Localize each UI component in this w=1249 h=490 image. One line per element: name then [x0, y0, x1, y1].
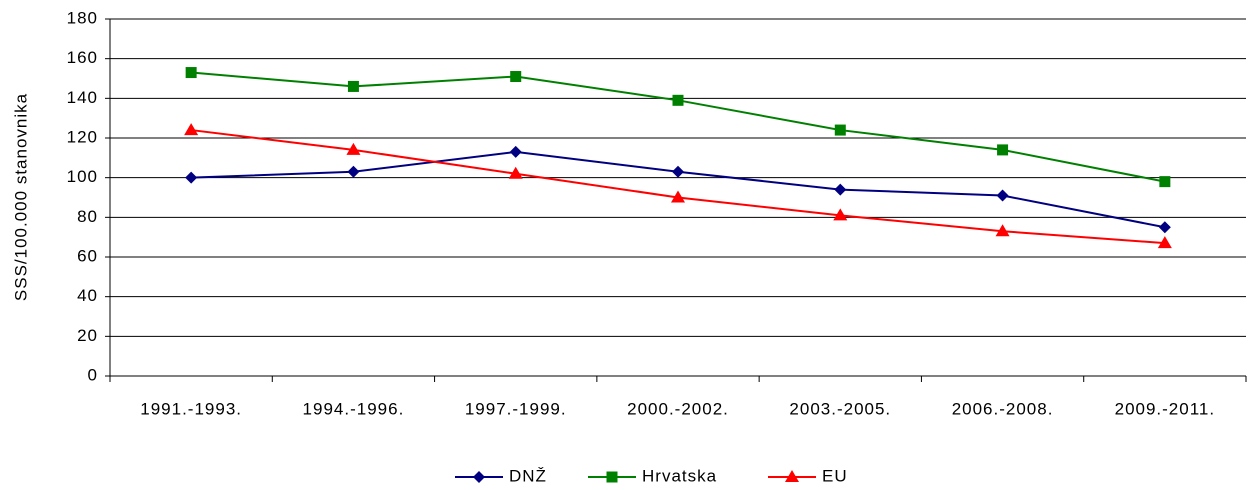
x-tick-label: 2006.-2008. — [952, 399, 1054, 418]
marker — [672, 165, 684, 178]
marker — [1158, 221, 1171, 234]
x-tick-label: 1997.-1999. — [465, 399, 567, 418]
marker — [473, 471, 485, 483]
marker — [995, 224, 1010, 237]
x-tick-label: 2003.-2005. — [789, 399, 891, 418]
marker — [996, 189, 1009, 202]
marker — [834, 183, 847, 196]
x-tick-label: 1991.-1993. — [140, 399, 242, 418]
marker — [509, 145, 522, 158]
marker — [834, 124, 846, 136]
y-tick-label: 140 — [67, 88, 98, 107]
legend-label: DNŽ — [509, 466, 547, 485]
y-tick-label: 160 — [67, 48, 98, 67]
y-tick-label: 60 — [77, 246, 98, 265]
marker — [346, 142, 361, 155]
series-line — [191, 71, 1166, 183]
marker — [833, 208, 848, 221]
legend-label: EU — [822, 466, 848, 485]
series-line — [191, 150, 1166, 229]
y-tick-label: 20 — [77, 326, 98, 345]
x-tick-label: 2009.-2011. — [1115, 399, 1215, 418]
marker — [671, 190, 685, 203]
marker — [508, 166, 523, 179]
marker — [672, 94, 684, 106]
y-tick-label: 0 — [88, 365, 98, 384]
legend-label: Hrvatska — [642, 466, 717, 485]
y-tick-label: 180 — [67, 8, 98, 27]
y-tick-label: 80 — [77, 207, 98, 226]
y-tick-label: 100 — [67, 167, 98, 186]
marker — [1159, 176, 1171, 188]
marker — [997, 144, 1009, 156]
marker — [347, 165, 360, 178]
marker — [347, 80, 359, 92]
x-tick-label: 2000.-2002. — [627, 399, 729, 418]
marker — [510, 71, 522, 83]
marker — [1157, 236, 1172, 249]
series-line — [191, 129, 1165, 245]
marker — [785, 470, 799, 482]
y-tick-label: 120 — [67, 127, 98, 146]
y-tick-label: 40 — [77, 286, 98, 305]
marker — [184, 123, 199, 136]
y-axis-label: SSS/100.000 stanovnika — [11, 93, 30, 301]
marker — [185, 67, 197, 79]
x-tick-label: 1994.-1996. — [303, 399, 405, 418]
marker — [606, 471, 618, 483]
marker — [185, 171, 198, 184]
